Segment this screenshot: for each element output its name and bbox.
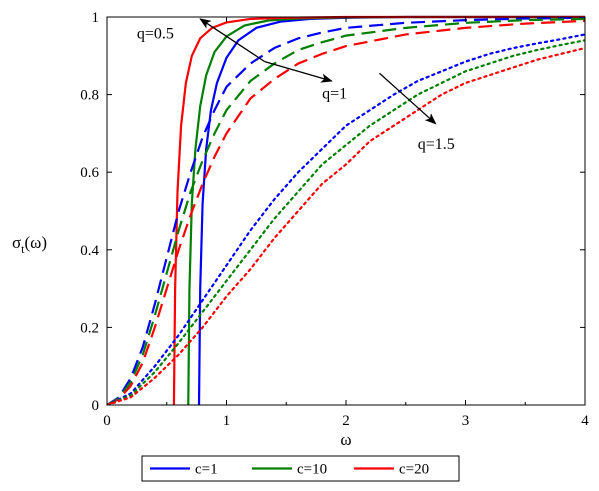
series-line-q1_5-c10 [107,39,585,405]
annotation-label: q=1.5 [418,136,455,153]
annotation-arrow [264,60,333,83]
legend: c=1 c=10 c=20 [141,455,460,482]
y-axis-label-sub: t [21,242,25,256]
series-line-q1_5-c20 [107,46,585,405]
legend-label: c=10 [297,462,327,478]
x-tick-label: 4 [581,413,589,429]
y-tick-label: 0 [92,398,100,414]
x-tick-label: 0 [103,413,111,429]
annotation-label: q=0.5 [137,25,174,42]
y-tick-label: 0.8 [80,88,99,104]
series-line-q1_5-c1 [107,33,585,405]
series-line-q1-c1 [107,16,585,405]
y-tick-label: 1 [92,10,100,26]
annotation-arrow [379,72,437,125]
y-tick-label: 0.6 [80,165,99,181]
annotations: q=0.5 q=1 q=1.5 [137,18,455,153]
series-line-q0_5-c20 [172,15,585,405]
y-tick-label: 0.4 [80,243,99,259]
x-tick-label: 1 [223,413,231,429]
y-tick-label: 0.2 [80,320,99,336]
annotation-arrow [199,18,266,63]
annotation-label: q=1 [322,85,347,102]
y-axis-label-tail: (ω) [25,233,48,252]
series-line-q1-c10 [107,17,585,405]
legend-label: c=1 [195,462,218,478]
x-tick-label: 3 [462,413,470,429]
legend-label: c=20 [399,462,429,478]
y-axis-label: σt(ω) [12,233,47,256]
x-tick-label: 2 [342,413,350,429]
series-line-q1-c20 [107,19,585,405]
legend-box [141,455,460,482]
axes: 0 1 2 3 4 0 0.2 0.4 0.6 0.8 1 [80,10,589,429]
y-axis-label-main: σ [12,233,21,252]
series-layer [107,15,585,405]
x-axis-label: ω [340,430,351,449]
series-line-q0_5-c10 [187,15,585,405]
